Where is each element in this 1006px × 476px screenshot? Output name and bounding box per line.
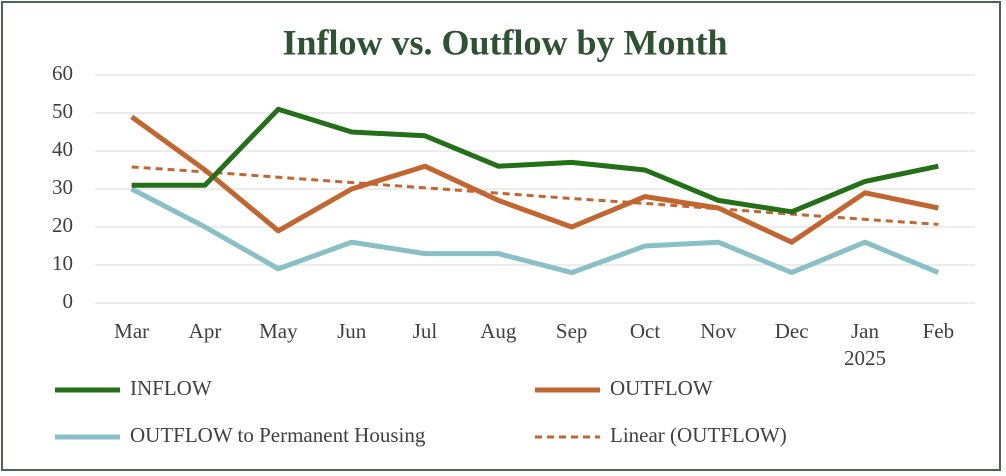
x-tick-label: Jul xyxy=(413,319,438,343)
x-tick-label: Oct xyxy=(630,319,660,343)
x-tick-label: Aug xyxy=(480,319,517,343)
y-tick-label: 10 xyxy=(52,251,73,275)
y-tick-label: 60 xyxy=(52,61,73,85)
x-tick-label: Mar xyxy=(114,319,149,343)
series-line xyxy=(130,114,939,245)
y-tick-label: 0 xyxy=(63,289,74,313)
x-tick-label: Jun xyxy=(337,319,367,343)
series-line xyxy=(130,186,940,276)
trend-line xyxy=(131,165,939,226)
legend-label: OUTFLOW xyxy=(610,376,713,400)
x-tick-label: Sep xyxy=(556,319,588,343)
y-tick-label: 20 xyxy=(52,213,73,237)
x-tick-label: Nov xyxy=(700,319,737,343)
x-year-label: 2025 xyxy=(844,346,886,370)
x-tick-label: May xyxy=(259,319,298,343)
x-tick-label: Jan xyxy=(851,319,879,343)
series-line xyxy=(131,106,939,215)
chart-title: Inflow vs. Outflow by Month xyxy=(282,22,727,62)
y-tick-label: 50 xyxy=(52,99,73,123)
x-tick-label: Apr xyxy=(189,319,222,343)
legend-label: Linear (OUTFLOW) xyxy=(610,423,787,447)
x-tick-label: Dec xyxy=(775,319,809,343)
x-tick-label: Feb xyxy=(923,319,955,343)
legend-label: OUTFLOW to Permanent Housing xyxy=(130,423,426,447)
legend-label: INFLOW xyxy=(130,376,212,400)
y-tick-label: 30 xyxy=(52,175,73,199)
y-tick-label: 40 xyxy=(52,137,73,161)
